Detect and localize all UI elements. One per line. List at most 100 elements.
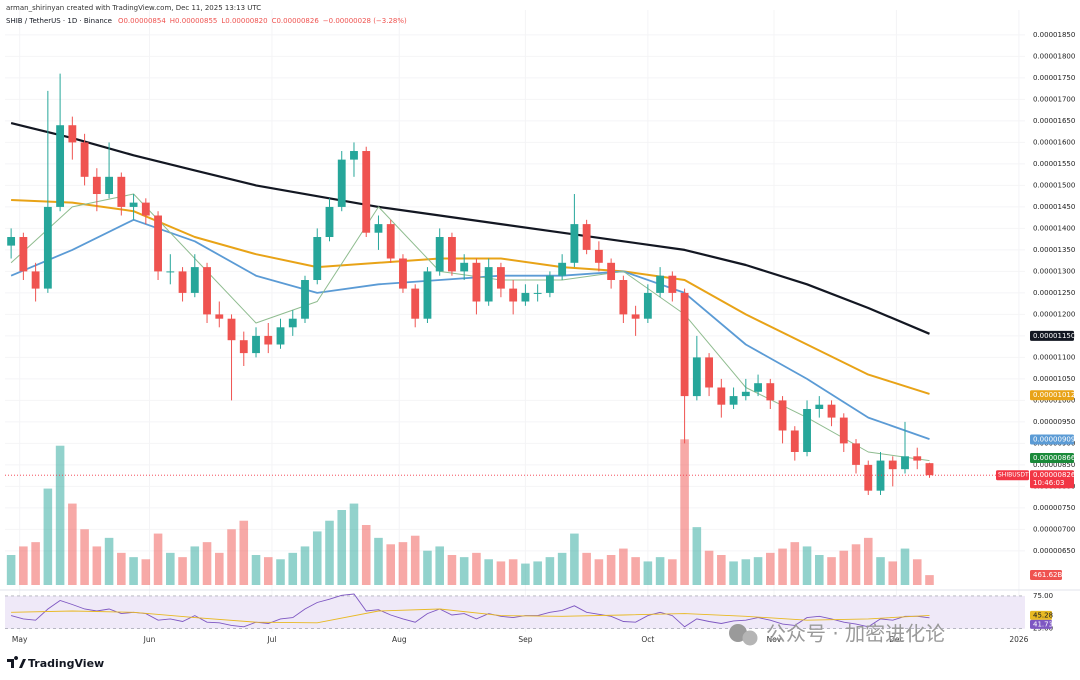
volume-bar — [839, 550, 849, 585]
x-tick-label: Jun — [143, 635, 156, 644]
volume-bar — [288, 552, 298, 585]
rsi-band — [5, 595, 1025, 629]
y-tick-label: 0.00001600 — [1033, 138, 1075, 146]
volume-bar — [582, 552, 591, 585]
candle-body — [92, 176, 101, 195]
candle-body — [141, 202, 150, 216]
candle-body — [876, 460, 885, 491]
volume-bar — [190, 546, 200, 585]
ohlc-value: L0.00000820 — [221, 17, 267, 25]
candle-body — [276, 327, 285, 345]
candle-body — [264, 335, 273, 345]
ohlc-value: C0.00000826 — [272, 17, 320, 25]
volume-bar — [802, 546, 812, 585]
candle-body — [619, 280, 628, 315]
volume-bar — [545, 557, 555, 585]
volume-bar — [80, 529, 89, 585]
price-label-box — [1030, 434, 1074, 445]
candle-body — [864, 464, 873, 491]
price-axis: 0.000006500.000007000.000007500.00000800… — [5, 31, 1076, 644]
y-tick-label: 0.00001800 — [1033, 52, 1075, 60]
volume-bar — [900, 548, 910, 585]
candle-body — [497, 267, 505, 289]
volume-bar — [680, 439, 689, 585]
volume-bar — [423, 550, 432, 585]
volume-bar — [851, 544, 861, 585]
candle-body — [43, 206, 52, 289]
credit: arman_shirinyan created with TradingView… — [6, 4, 261, 12]
volume-bar — [325, 520, 334, 585]
volume-bar — [766, 552, 775, 585]
candle-body — [803, 408, 811, 452]
candle-body — [423, 271, 432, 319]
volume-bar — [655, 557, 665, 585]
volume-bar — [459, 557, 469, 585]
candle-body — [533, 292, 542, 294]
candle-body — [448, 237, 456, 272]
moving-average — [10, 193, 930, 462]
price-label-box — [1030, 330, 1074, 341]
y-tick-label: 0.00000700 — [1033, 525, 1075, 533]
ohlc-value: H0.00000855 — [170, 17, 218, 25]
candle-body — [19, 237, 28, 272]
candle-body — [790, 430, 799, 452]
volume-bar — [435, 546, 444, 585]
candle-body — [741, 391, 750, 397]
moving-average — [11, 199, 930, 395]
candle-body — [227, 318, 236, 341]
volume-bar — [631, 557, 640, 585]
candle-body — [80, 142, 89, 177]
volume-bar — [484, 559, 493, 585]
candle-body — [239, 340, 248, 354]
x-tick-label: Nov — [767, 635, 782, 644]
candle-body — [190, 267, 199, 293]
grid — [5, 10, 1025, 632]
candle-body — [888, 460, 897, 470]
volume-bar — [312, 531, 322, 585]
candle-body — [852, 443, 860, 465]
rsi-line — [10, 593, 930, 628]
volume-bar — [521, 563, 530, 585]
symbol-box — [996, 470, 1029, 481]
candle-body — [166, 271, 175, 273]
volume-bar — [92, 546, 102, 585]
candle-body — [594, 249, 603, 263]
candle-body — [288, 318, 297, 328]
volume-label: 461.62B — [1033, 571, 1062, 579]
moving-average — [10, 122, 930, 335]
volume-bar — [227, 529, 236, 585]
candles — [7, 73, 934, 495]
y-tick-label: 0.00001400 — [1033, 224, 1075, 232]
candle-body — [435, 237, 444, 272]
price-label: 0.00001012 — [1033, 391, 1075, 399]
current-price-label: 0.00000826 — [1033, 471, 1076, 479]
volume-bar — [729, 561, 738, 585]
moving-averages — [10, 122, 930, 462]
wechat-icon — [729, 624, 747, 642]
brand: TradingView — [7, 656, 104, 670]
volume-bar — [496, 561, 506, 585]
volume-bar — [300, 546, 310, 585]
candle-body — [472, 262, 481, 302]
current-price-box — [1030, 470, 1074, 489]
candle-body — [399, 258, 407, 289]
volume-bar — [239, 520, 249, 585]
y-tick-label: 0.00001000 — [1033, 396, 1075, 404]
y-tick-label: 0.00001350 — [1033, 246, 1075, 254]
volume-bar — [178, 557, 187, 585]
volume-bar — [202, 542, 212, 585]
volume-bar — [215, 552, 224, 585]
volume-bar — [876, 557, 885, 585]
candle-body — [203, 267, 211, 315]
volume-bar — [741, 559, 751, 585]
price-label: 0.00000866 — [1033, 454, 1076, 462]
candle-body — [129, 202, 138, 207]
y-tick-label: 0.00000750 — [1033, 504, 1075, 512]
volume-bar — [668, 559, 677, 585]
wechat-icon — [742, 630, 758, 646]
candle-body — [570, 224, 579, 263]
watermark: 公众号 · 加密进化论 — [729, 622, 945, 646]
candle-body — [154, 215, 162, 272]
